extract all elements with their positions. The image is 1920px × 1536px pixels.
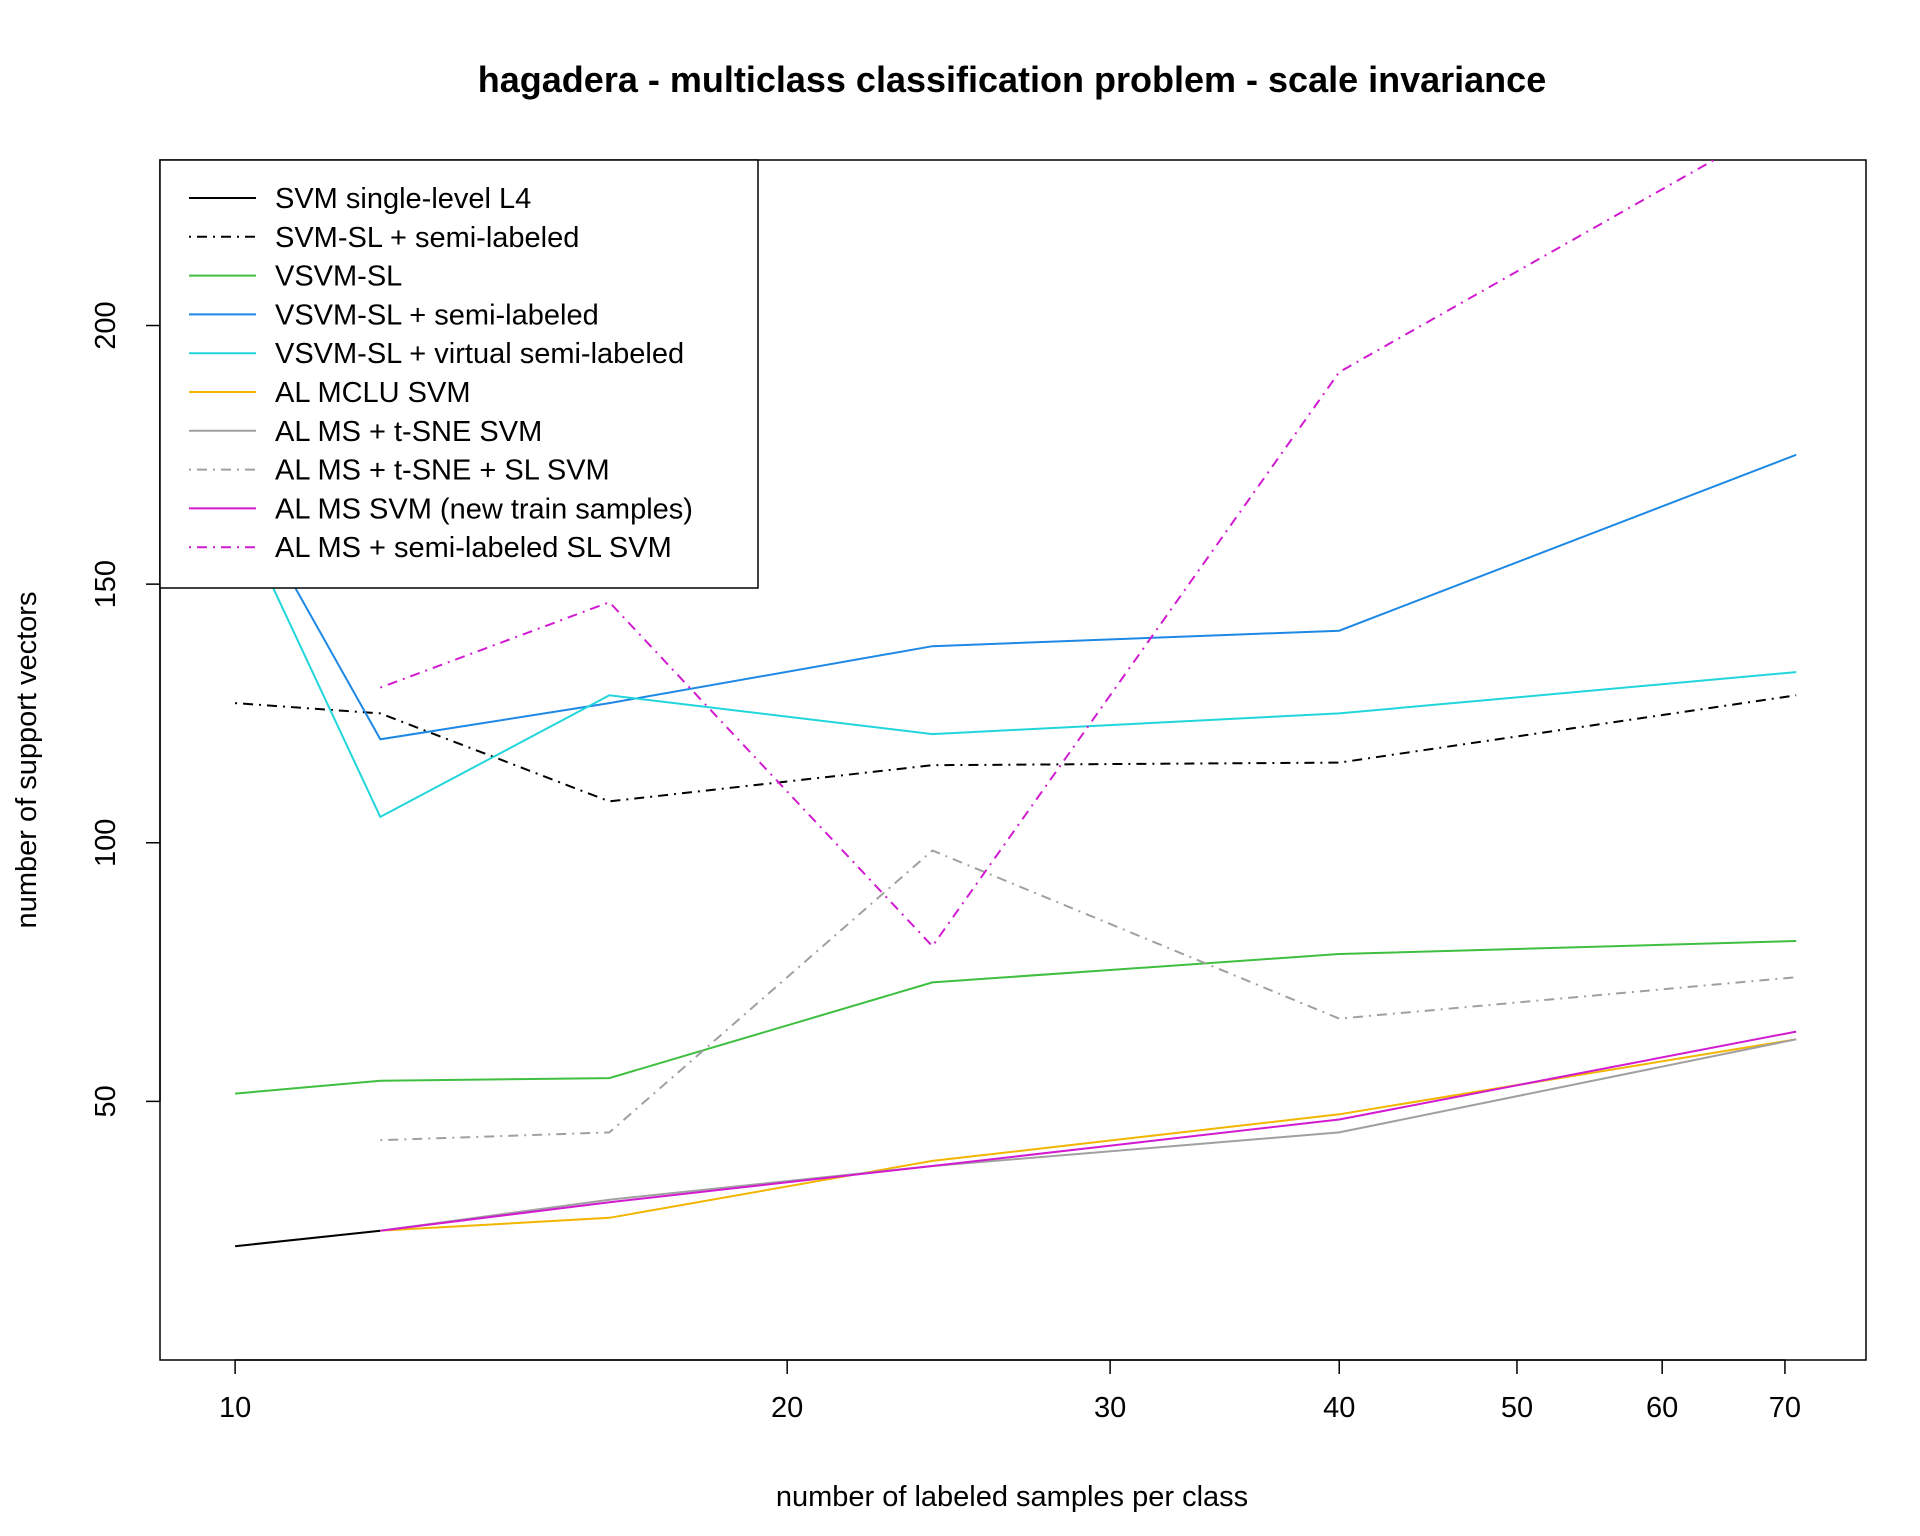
legend-label-9: AL MS SVM (new train samples) [275, 493, 693, 525]
x-tick-label-10: 10 [219, 1392, 251, 1424]
legend-label-5: VSVM-SL + virtual semi-labeled [275, 338, 684, 370]
y-tick-label-50: 50 [90, 1085, 122, 1117]
series-line-9 [380, 1030, 1797, 1232]
series-line-10 [379, 160, 1716, 948]
legend-label-3: VSVM-SL [275, 261, 402, 293]
y-axis: 50 100 150 200 [90, 301, 161, 1118]
series-line-5 [234, 506, 1797, 819]
series-line-2 [235, 694, 1797, 803]
legend-label-8: AL MS + t-SNE + SL SVM [275, 455, 610, 487]
chart-title: hagadera - multiclass classification pro… [478, 59, 1546, 100]
legend-label-1: SVM single-level L4 [275, 183, 531, 215]
y-tick-label-200: 200 [90, 301, 122, 349]
series-line-1 [234, 1229, 381, 1248]
legend-label-7: AL MS + t-SNE SVM [275, 416, 542, 448]
x-tick-label-30: 30 [1094, 1392, 1126, 1424]
y-tick-label-100: 100 [90, 819, 122, 867]
x-tick-label-70: 70 [1769, 1392, 1801, 1424]
x-axis: 10 20 30 40 50 60 70 [219, 1359, 1801, 1424]
legend: SVM single-level L4 SVM-SL + semi-labeled… [159, 159, 759, 589]
series-line-8 [380, 849, 1797, 1142]
legend-box [159, 159, 759, 589]
legend-label-2: SVM-SL + semi-labeled [275, 222, 579, 254]
series-line-7 [380, 1038, 1797, 1232]
y-tick-label-150: 150 [90, 560, 122, 608]
y-axis-label: number of support vectors [11, 592, 43, 929]
x-tick-label-50: 50 [1501, 1392, 1533, 1424]
x-axis-label: number of labeled samples per class [776, 1481, 1248, 1513]
x-tick-label-60: 60 [1646, 1392, 1678, 1424]
legend-label-6: AL MCLU SVM [275, 377, 471, 409]
x-tick-label-40: 40 [1323, 1392, 1355, 1424]
series-line-4 [234, 453, 1797, 741]
legend-label-10: AL MS + semi-labeled SL SVM [275, 532, 672, 564]
legend-label-4: VSVM-SL + semi-labeled [275, 299, 599, 331]
x-tick-label-20: 20 [771, 1392, 803, 1424]
series-lines [234, 160, 1797, 1248]
series-line-3 [235, 940, 1797, 1095]
